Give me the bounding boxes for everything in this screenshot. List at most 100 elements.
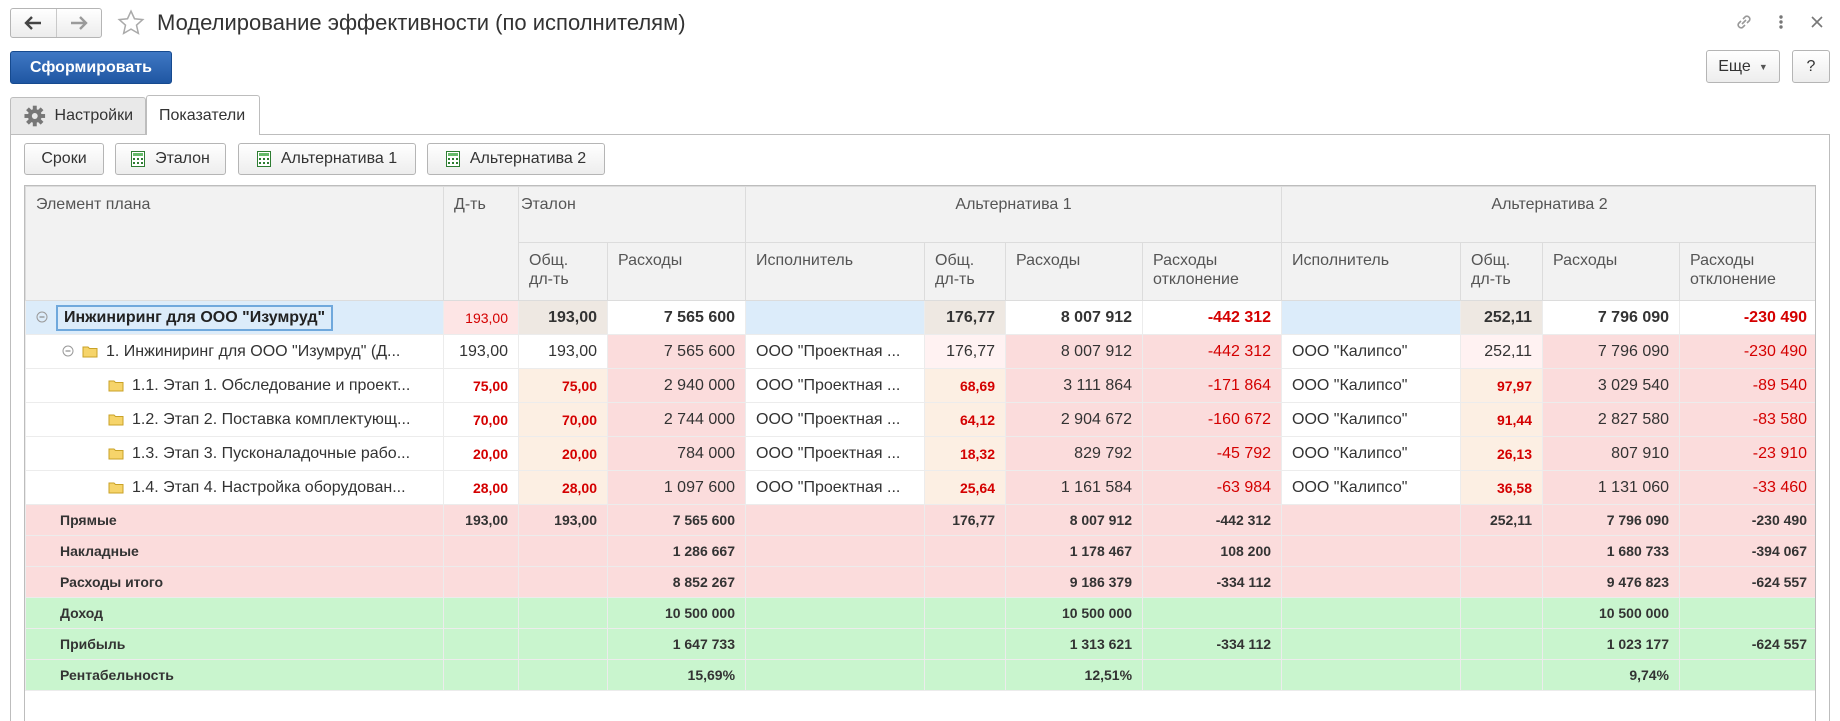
- more-button[interactable]: Еще ▼: [1706, 50, 1780, 83]
- cell-alt2-expenses: 9 476 823: [1542, 566, 1681, 598]
- header-alt2-executor[interactable]: Исполнитель: [1281, 242, 1462, 301]
- cell-alt1-executor: ООО "Проектная ...: [745, 436, 926, 471]
- cell-alt2-total: 252,11: [1460, 334, 1544, 369]
- cell-alt2-total: 26,13: [1460, 436, 1544, 471]
- title-bar: Моделирование эффективности (по исполнит…: [0, 0, 1840, 46]
- summary-row-overhead[interactable]: Накладные 1 286 667 1 178 467 108 200 1 …: [25, 535, 1815, 567]
- cell-etalon-expenses: 10 500 000: [606, 597, 747, 629]
- header-alt2-total-duration[interactable]: Общ. дл-ть: [1460, 242, 1544, 301]
- header-alt1-total-duration[interactable]: Общ. дл-ть: [924, 242, 1007, 301]
- header-etalon-total-duration[interactable]: Общ. дл-ть: [518, 242, 608, 301]
- tab-indicators-label: Показатели: [159, 106, 246, 124]
- cell-alt2-deviation: -230 490: [1679, 300, 1815, 335]
- cell-alt2-total: 252,11: [1460, 300, 1544, 335]
- tab-settings[interactable]: Настройки: [10, 97, 146, 134]
- cell-etalon-total: 193,00: [518, 300, 608, 335]
- tab-indicators[interactable]: Показатели: [146, 95, 260, 135]
- cell-etalon-total: 193,00: [518, 334, 608, 369]
- etalon-button[interactable]: Эталон: [115, 143, 226, 175]
- tab-settings-label: Настройки: [54, 107, 133, 124]
- cell-etalon-expenses: 1 647 733: [606, 628, 747, 660]
- more-button-label: Еще: [1718, 57, 1751, 75]
- table-row[interactable]: 1.4. Этап 4. Настройка оборудован... 28,…: [25, 470, 1815, 505]
- calculator-icon: [445, 151, 460, 167]
- collapse-icon[interactable]: [62, 345, 74, 357]
- terms-button[interactable]: Сроки: [24, 143, 104, 175]
- header-alt2-deviation[interactable]: Расходы отклонение: [1679, 242, 1815, 301]
- cell-alt2-expenses: 7 796 090: [1542, 334, 1681, 369]
- header-alt1-deviation[interactable]: Расходы отклонение: [1142, 242, 1283, 301]
- cell-alt1-expenses: 8 007 912: [1005, 334, 1144, 369]
- table-row[interactable]: Инжиниринг для ООО "Изумруд" 193,00 193,…: [25, 300, 1815, 335]
- cell-alt2-deviation: -624 557: [1679, 628, 1815, 660]
- cell-alt1-total: 176,77: [924, 300, 1007, 335]
- cell-alt2-total: 36,58: [1460, 470, 1544, 505]
- cell-alt2-deviation: -33 460: [1679, 470, 1815, 505]
- cell-etalon-expenses: 8 852 267: [606, 566, 747, 598]
- star-icon[interactable]: [116, 8, 146, 38]
- cell-alt1-expenses: 1 161 584: [1005, 470, 1144, 505]
- folder-icon: [108, 482, 124, 494]
- back-button[interactable]: [11, 9, 56, 37]
- cell-alt2-deviation: -230 490: [1679, 334, 1815, 369]
- header-alt2-expenses[interactable]: Расходы: [1542, 242, 1681, 301]
- cell-alt1-deviation: -45 792: [1142, 436, 1283, 471]
- summary-label: Накладные: [25, 535, 444, 567]
- etalon-button-label: Эталон: [155, 150, 210, 167]
- summary-label: Прибыль: [25, 628, 444, 660]
- cell-alt1-expenses: 8 007 912: [1005, 504, 1144, 536]
- cell-duration: 193,00: [443, 504, 519, 536]
- table-row[interactable]: 1.2. Этап 2. Поставка комплектующ... 70,…: [25, 402, 1815, 437]
- cell-alt2-total: 91,44: [1460, 402, 1544, 437]
- cell-alt2-expenses: 7 796 090: [1542, 300, 1681, 335]
- more-vert-icon[interactable]: [1776, 12, 1786, 32]
- cell-duration: 20,00: [443, 436, 519, 471]
- cell-alt2-total: 252,11: [1460, 504, 1544, 536]
- alternative-1-button[interactable]: Альтернатива 1: [238, 143, 416, 175]
- alternative-2-button[interactable]: Альтернатива 2: [427, 143, 605, 175]
- close-icon[interactable]: [1810, 15, 1824, 29]
- cell-alt1-expenses: 3 111 864: [1005, 368, 1144, 403]
- header-alternative-1[interactable]: Альтернатива 1: [745, 186, 1283, 243]
- cell-alt2-expenses: 7 796 090: [1542, 504, 1681, 536]
- cell-alt2-expenses: 807 910: [1542, 436, 1681, 471]
- cell-etalon-expenses: 7 565 600: [606, 334, 747, 369]
- root-plan-element[interactable]: Инжиниринг для ООО "Изумруд": [56, 304, 334, 331]
- header-etalon-expenses[interactable]: Расходы: [606, 242, 747, 301]
- cell-alt1-deviation: -442 312: [1142, 300, 1283, 335]
- summary-row-total-expenses[interactable]: Расходы итого 8 852 267 9 186 379 -334 1…: [25, 566, 1815, 598]
- header-alt1-executor[interactable]: Исполнитель: [745, 242, 926, 301]
- summary-row-income[interactable]: Доход 10 500 000 10 500 000 10 500 000: [25, 597, 1815, 629]
- link-icon[interactable]: [1734, 12, 1754, 32]
- alternative-1-button-label: Альтернатива 1: [280, 150, 398, 167]
- indicators-grid[interactable]: Элемент плана Д-ть Эталон Альтернатива 1…: [24, 185, 1816, 721]
- cell-alt1-expenses: 2 904 672: [1005, 402, 1144, 437]
- summary-row-profitability[interactable]: Рентабельность 15,69% 12,51% 9,74%: [25, 659, 1815, 691]
- generate-button[interactable]: Сформировать: [10, 51, 172, 84]
- cell-alt1-deviation: 108 200: [1142, 535, 1283, 567]
- summary-label: Расходы итого: [25, 566, 444, 598]
- folder-icon: [108, 414, 124, 426]
- header-plan-element[interactable]: Элемент плана: [25, 186, 444, 301]
- cell-alt1-deviation: -442 312: [1142, 334, 1283, 369]
- cell-etalon-expenses: 7 565 600: [606, 300, 747, 335]
- header-duration[interactable]: Д-ть: [443, 186, 519, 301]
- table-row[interactable]: 1.1. Этап 1. Обследование и проект... 75…: [25, 368, 1815, 403]
- table-row[interactable]: 1.3. Этап 3. Пусконаладочные рабо... 20,…: [25, 436, 1815, 471]
- table-row[interactable]: 1. Инжиниринг для ООО "Изумруд" (Д... 19…: [25, 334, 1815, 369]
- help-button[interactable]: ?: [1792, 50, 1830, 83]
- cell-alt2-expenses: 2 827 580: [1542, 402, 1681, 437]
- header-alternative-2[interactable]: Альтернатива 2: [1281, 186, 1815, 243]
- header-etalon[interactable]: Эталон: [517, 186, 747, 243]
- cell-alt1-total: 64,12: [924, 402, 1007, 437]
- cell-alt1-executor: ООО "Проектная ...: [745, 470, 926, 505]
- header-alt1-expenses[interactable]: Расходы: [1005, 242, 1144, 301]
- summary-row-direct[interactable]: Прямые 193,00 193,00 7 565 600 176,77 8 …: [25, 504, 1815, 536]
- collapse-icon[interactable]: [36, 311, 48, 323]
- calculator-icon: [256, 151, 271, 167]
- summary-row-profit[interactable]: Прибыль 1 647 733 1 313 621 -334 112 1 0…: [25, 628, 1815, 660]
- gear-icon: [24, 105, 46, 127]
- summary-label: Доход: [25, 597, 444, 629]
- forward-button[interactable]: [55, 9, 102, 37]
- cell-alt1-executor: [745, 300, 926, 335]
